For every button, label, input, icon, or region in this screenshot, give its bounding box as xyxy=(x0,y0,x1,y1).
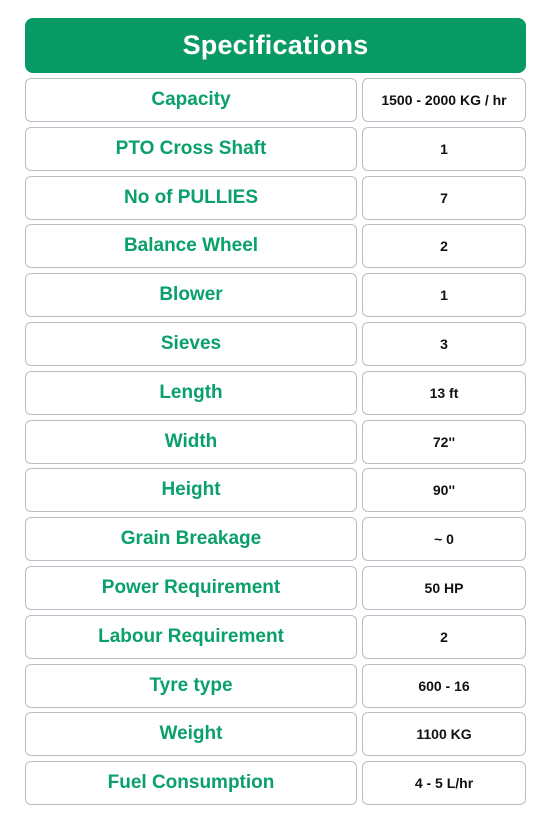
specifications-title: Specifications xyxy=(25,18,526,73)
spec-value: 7 xyxy=(362,175,526,220)
spec-row: Labour Requirement 2 xyxy=(25,614,526,659)
spec-label: Capacity xyxy=(25,78,357,122)
spec-row: Blower 1 xyxy=(25,273,526,318)
spec-value: 4 - 5 L/hr xyxy=(362,761,526,806)
spec-label: PTO Cross Shaft xyxy=(25,126,357,171)
spec-value: 2 xyxy=(362,614,526,659)
spec-value: 50 HP xyxy=(362,565,526,610)
spec-label: Length xyxy=(25,370,357,415)
spec-value: 72'' xyxy=(362,419,526,464)
specifications-rows: Capacity 1500 - 2000 KG / hr PTO Cross Sha… xyxy=(25,78,526,806)
spec-value: 1100 KG xyxy=(362,712,526,757)
spec-label: Tyre type xyxy=(25,663,357,708)
spec-row: Tyre type 600 - 16 xyxy=(25,663,526,708)
spec-value: 1 xyxy=(362,126,526,171)
spec-label: Power Requirement xyxy=(25,565,357,610)
spec-row: No of PULLIES 7 xyxy=(25,175,526,220)
spec-row: Capacity 1500 - 2000 KG / hr xyxy=(25,78,526,122)
spec-row: Power Requirement 50 HP xyxy=(25,565,526,610)
spec-label: Fuel Consumption xyxy=(25,761,357,806)
spec-row: Weight 1100 KG xyxy=(25,712,526,757)
spec-label: Weight xyxy=(25,712,357,757)
spec-value: 1500 - 2000 KG / hr xyxy=(362,78,526,122)
spec-row: Fuel Consumption 4 - 5 L/hr xyxy=(25,761,526,806)
spec-label: Width xyxy=(25,419,357,464)
spec-label: Blower xyxy=(25,273,357,318)
spec-value: 13 ft xyxy=(362,370,526,415)
spec-label: Labour Requirement xyxy=(25,614,357,659)
spec-row: PTO Cross Shaft 1 xyxy=(25,126,526,171)
specifications-table: Specifications Capacity 1500 - 2000 KG / … xyxy=(25,18,526,810)
spec-value: 3 xyxy=(362,321,526,366)
spec-row: Grain Breakage ~ 0 xyxy=(25,517,526,562)
spec-label: Height xyxy=(25,468,357,513)
spec-label: Sieves xyxy=(25,321,357,366)
spec-label: No of PULLIES xyxy=(25,175,357,220)
spec-label: Grain Breakage xyxy=(25,517,357,562)
spec-row: Balance Wheel 2 xyxy=(25,224,526,269)
spec-value: 2 xyxy=(362,224,526,269)
spec-value: 600 - 16 xyxy=(362,663,526,708)
spec-row: Height 90'' xyxy=(25,468,526,513)
spec-value: 90'' xyxy=(362,468,526,513)
spec-label: Balance Wheel xyxy=(25,224,357,269)
spec-value: ~ 0 xyxy=(362,517,526,562)
spec-row: Width 72'' xyxy=(25,419,526,464)
spec-value: 1 xyxy=(362,273,526,318)
spec-row: Length 13 ft xyxy=(25,370,526,415)
spec-row: Sieves 3 xyxy=(25,321,526,366)
